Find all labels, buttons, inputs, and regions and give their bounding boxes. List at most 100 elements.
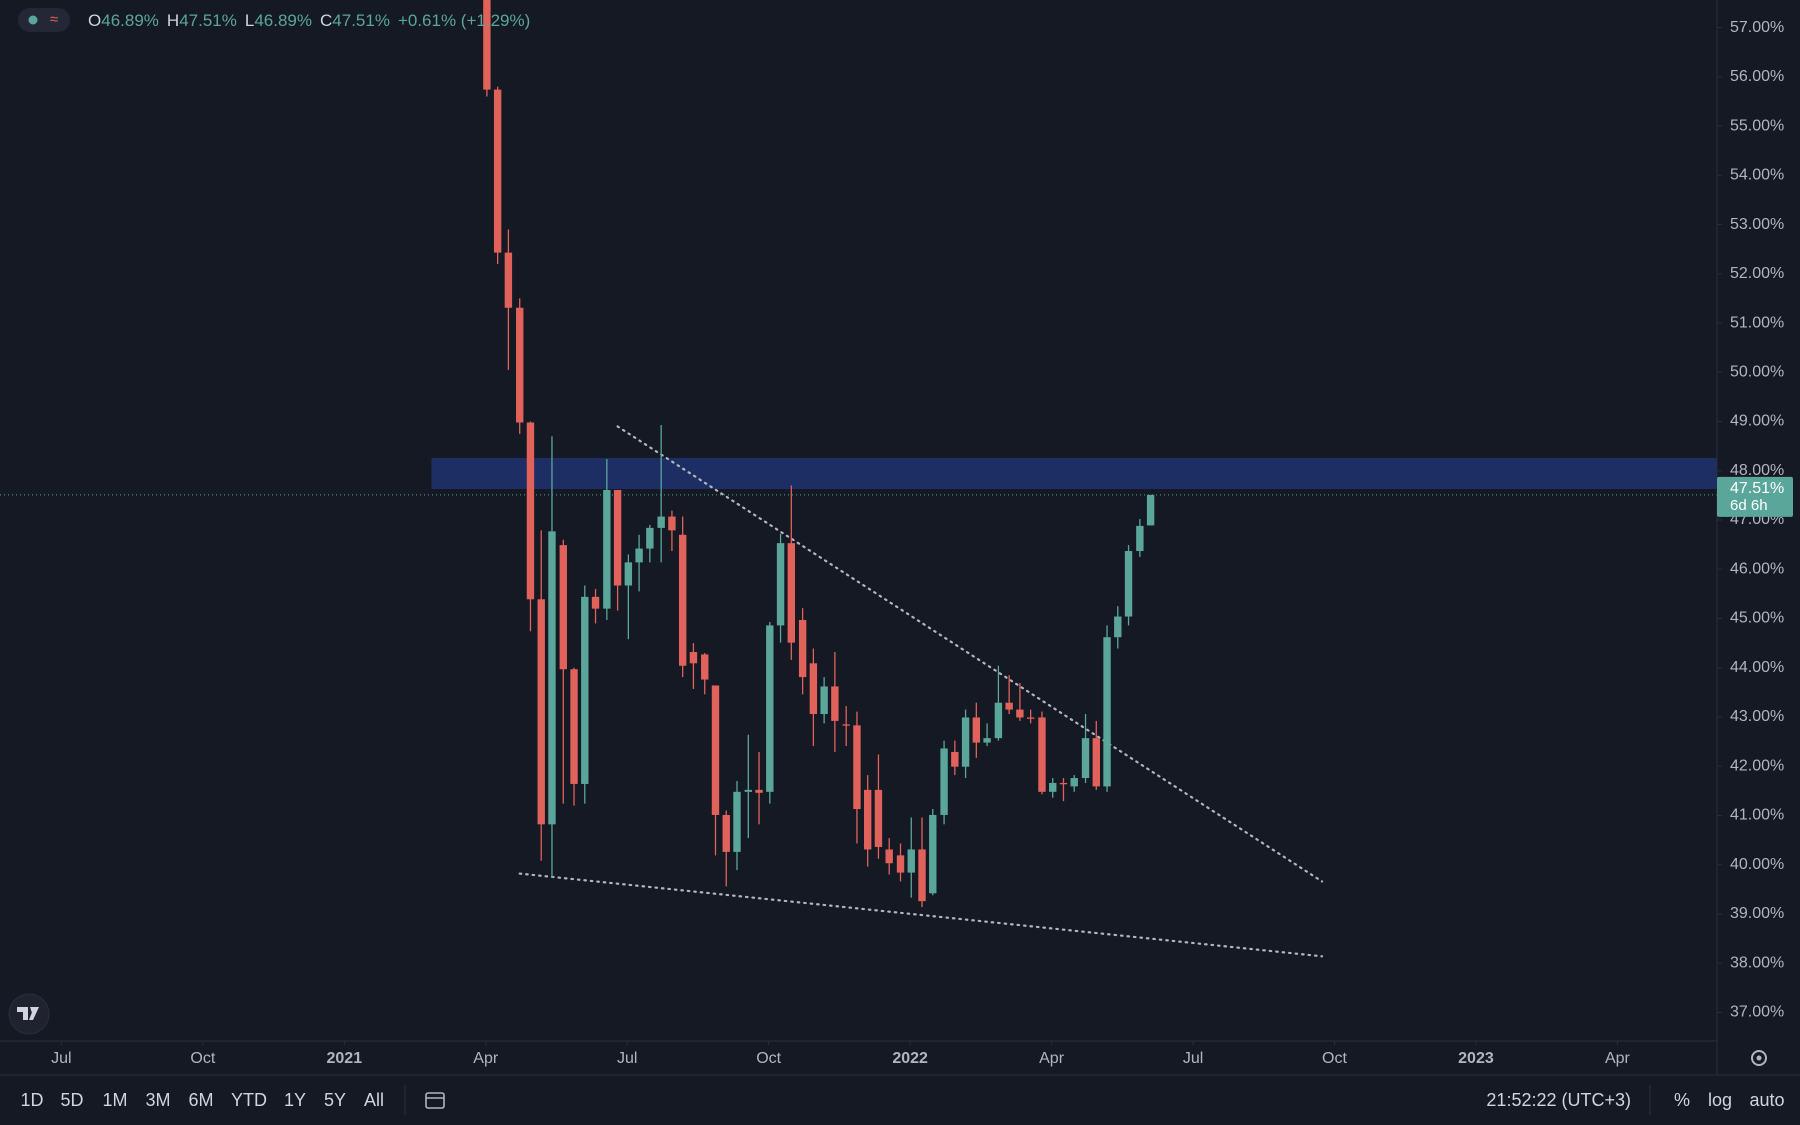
y-tick-label: 56.00%: [1730, 68, 1784, 85]
y-tick-label: 37.00%: [1730, 1004, 1784, 1021]
range-button[interactable]: 5D: [60, 1090, 83, 1110]
range-button[interactable]: 1Y: [284, 1090, 306, 1110]
candle-body: [1026, 717, 1035, 719]
candle-body: [766, 625, 774, 792]
candle-body: [820, 686, 828, 715]
candle-body: [657, 516, 665, 528]
candle-body: [493, 89, 502, 253]
y-tick-label: 38.00%: [1730, 954, 1784, 971]
y-tick-label: 52.00%: [1730, 265, 1784, 282]
range-button[interactable]: 5Y: [324, 1090, 346, 1110]
candle-body: [1092, 738, 1100, 787]
range-button[interactable]: All: [364, 1090, 384, 1110]
legend-key: L: [245, 11, 254, 30]
candle-body: [874, 789, 883, 847]
candle-body: [701, 654, 709, 680]
x-tick-label: 2022: [892, 1050, 928, 1067]
y-tick-label: 53.00%: [1730, 216, 1784, 233]
candle-body: [483, 0, 491, 90]
candle-body: [689, 651, 698, 664]
y-tick-label: 45.00%: [1730, 610, 1784, 627]
candle-body: [809, 663, 818, 715]
candle-body: [1124, 551, 1133, 617]
candle-body: [1146, 494, 1155, 526]
range-button[interactable]: 1D: [20, 1090, 43, 1110]
x-tick-label: Oct: [1322, 1050, 1347, 1067]
range-button[interactable]: 3M: [145, 1090, 170, 1110]
candle-body: [907, 849, 915, 873]
candle-body: [1136, 525, 1144, 552]
x-tick-label: Oct: [190, 1050, 215, 1067]
range-button[interactable]: YTD: [231, 1090, 267, 1110]
candle-body: [722, 814, 730, 852]
candle-body: [1016, 709, 1024, 718]
scale-option[interactable]: log: [1708, 1090, 1732, 1110]
candle-body: [613, 489, 622, 586]
x-tick-label: Apr: [473, 1050, 499, 1067]
candle-body: [831, 686, 839, 721]
legend-value: +0.61% (+1.29%): [398, 11, 530, 30]
y-tick-label: 42.00%: [1730, 757, 1784, 774]
candle-body: [548, 531, 556, 825]
ohlc-legend: O46.89% H47.51% L46.89% C47.51% +0.61% (+1.2…: [88, 11, 530, 30]
candle-body: [994, 702, 1003, 739]
range-button[interactable]: 6M: [188, 1090, 213, 1110]
candle-body: [885, 849, 893, 864]
candle-body: [1005, 702, 1013, 710]
legend-value: 47.51%: [332, 11, 390, 30]
y-tick-label: 55.00%: [1730, 117, 1784, 134]
resistance-zone: [431, 457, 1717, 489]
candle-body: [787, 543, 796, 643]
svg-text:≈: ≈: [50, 11, 58, 28]
legend-key: C: [320, 11, 332, 30]
candle-body: [983, 738, 991, 743]
y-tick-label: 39.00%: [1730, 905, 1784, 922]
x-tick-label: 2023: [1458, 1050, 1494, 1067]
logo[interactable]: [8, 993, 50, 1035]
range-button[interactable]: 1M: [102, 1090, 127, 1110]
last-price-badge: [1717, 476, 1793, 517]
candle-body: [711, 685, 720, 815]
candle-body: [1103, 637, 1111, 787]
settings-button[interactable]: [1751, 1050, 1767, 1066]
scale-option[interactable]: %: [1674, 1090, 1690, 1110]
candle-body: [776, 543, 785, 626]
candle-body: [972, 717, 981, 743]
legend-value: 46.89%: [101, 11, 159, 30]
candle-body: [798, 619, 807, 678]
x-tick-label: 2021: [327, 1050, 363, 1067]
candle-body: [1059, 782, 1068, 785]
series-toggle[interactable]: ≈: [18, 8, 70, 32]
scale-option[interactable]: auto: [1749, 1090, 1784, 1110]
y-tick-label: 41.00%: [1730, 807, 1784, 824]
countdown-label: 6d 6h: [1730, 497, 1768, 514]
candle-body: [678, 534, 687, 666]
candle-body: [591, 596, 600, 609]
date-range-button[interactable]: [425, 1092, 445, 1109]
candle-body: [918, 849, 926, 902]
candle-body: [1114, 616, 1122, 638]
legend-key: O: [88, 11, 101, 30]
x-tick-label: Jul: [1183, 1050, 1203, 1067]
legend-value: 46.89%: [254, 11, 312, 30]
candle-body: [570, 669, 578, 784]
candle-body: [537, 599, 545, 825]
x-tick-label: Oct: [756, 1050, 781, 1067]
y-tick-label: 48.00%: [1730, 462, 1784, 479]
y-tick-label: 44.00%: [1730, 659, 1784, 676]
candle-body: [559, 545, 567, 670]
candle-body: [1081, 738, 1090, 779]
candle-body: [842, 724, 850, 726]
y-tick-label: 54.00%: [1730, 167, 1784, 184]
candle-body: [504, 252, 513, 308]
candle-body: [896, 855, 905, 873]
y-tick-label: 50.00%: [1730, 363, 1784, 380]
candle-body: [744, 789, 753, 792]
toolbar: 1D 5D 1M 3M 6M YTD 1Y 5Y All 21:52:22 (UTC+3)% log…: [20, 1090, 1784, 1110]
candle-body: [603, 489, 611, 609]
x-tick-label: Jul: [51, 1050, 71, 1067]
y-tick-label: 40.00%: [1730, 856, 1784, 873]
